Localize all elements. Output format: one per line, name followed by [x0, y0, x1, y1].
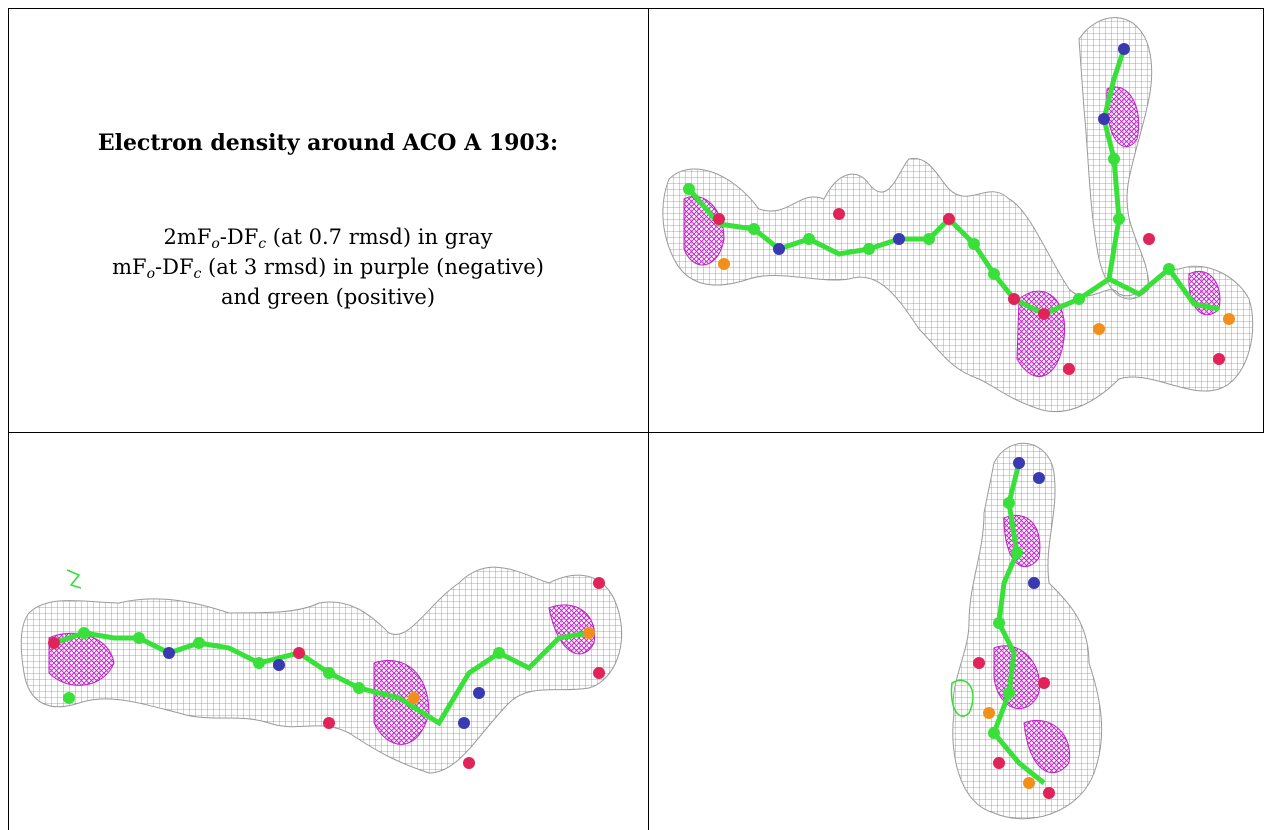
figure-title: Electron density around ACO A 1903: — [97, 130, 559, 156]
legend-line-colors: and green (positive) — [220, 285, 436, 309]
figure-table: Electron density around ACO A 1903: 2mFo… — [8, 8, 1264, 830]
caption-cell: Electron density around ACO A 1903: 2mFo… — [8, 8, 648, 432]
table-top-border — [8, 8, 1264, 9]
density-panel-top-right — [649, 9, 1263, 432]
table-middle-border — [648, 8, 649, 830]
legend-text: 2mFo-DFc (at 0.7 rmsd) in gray mFo-DFc (… — [8, 222, 648, 312]
density-map-view-end-icon — [950, 442, 1103, 820]
table-right-border — [1263, 8, 1264, 432]
density-panel-bottom-left — [9, 433, 648, 830]
legend-line-2fo-fc: 2mFo-DFc (at 0.7 rmsd) in gray — [163, 225, 493, 252]
density-map-view-horizontal-icon — [662, 17, 1254, 413]
legend-line-fo-fc: mFo-DFc (at 3 rmsd) in purple (negative) — [112, 255, 544, 282]
density-panel-bottom-right — [649, 433, 1263, 830]
table-row-divider — [8, 432, 1264, 433]
table-left-border — [8, 8, 9, 830]
density-map-view-side-icon — [20, 566, 623, 774]
